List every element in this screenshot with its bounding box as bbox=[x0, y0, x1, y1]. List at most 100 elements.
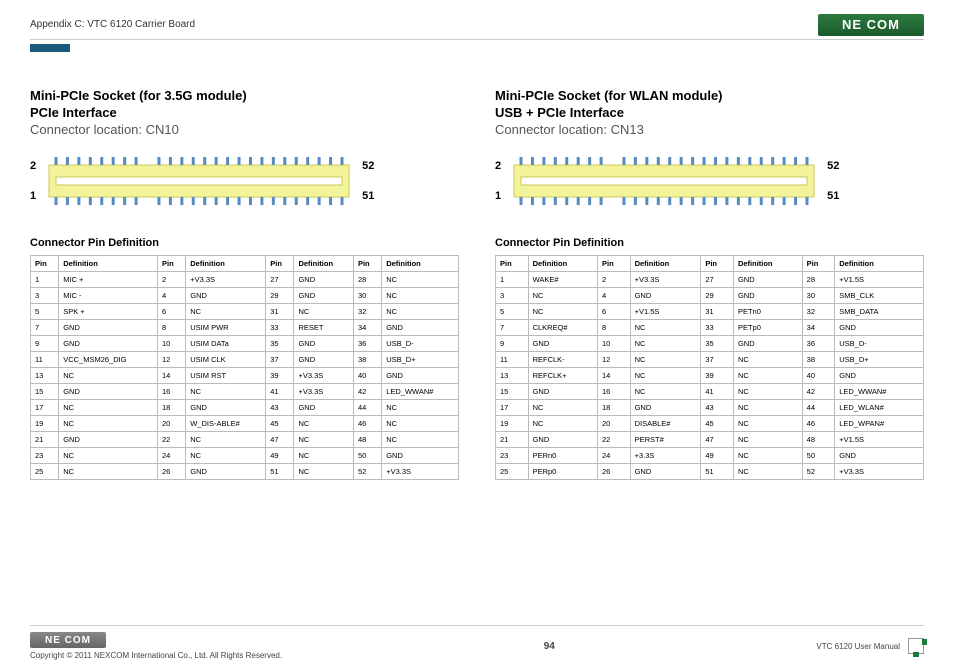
table-cell: PERn0 bbox=[528, 448, 597, 464]
table-row: 1WAKE#2+V3.3S27GND28+V1.5S bbox=[496, 272, 924, 288]
table-header: Definition bbox=[528, 256, 597, 272]
table-header: Pin bbox=[31, 256, 59, 272]
table-cell: 6 bbox=[158, 304, 186, 320]
table-cell: USIM CLK bbox=[186, 352, 266, 368]
table-row: 23PERn024+3.3S49NC50GND bbox=[496, 448, 924, 464]
table-cell: 29 bbox=[266, 288, 294, 304]
table-header: Pin bbox=[701, 256, 734, 272]
table-cell: 42 bbox=[353, 384, 381, 400]
table-cell: 51 bbox=[266, 464, 294, 480]
table-cell: 48 bbox=[802, 432, 835, 448]
table-cell: 1 bbox=[496, 272, 529, 288]
table-cell: MIC - bbox=[59, 288, 158, 304]
connector-location: Connector location: CN10 bbox=[30, 122, 459, 137]
table-cell: 26 bbox=[158, 464, 186, 480]
table-cell: NC bbox=[59, 400, 158, 416]
column-left: Mini-PCIe Socket (for 3.5G module) PCIe … bbox=[30, 88, 459, 480]
table-cell: 39 bbox=[266, 368, 294, 384]
table-cell: 19 bbox=[31, 416, 59, 432]
pin-label: 2 bbox=[30, 160, 36, 172]
table-cell: 32 bbox=[353, 304, 381, 320]
table-cell: 2 bbox=[158, 272, 186, 288]
table-cell: 40 bbox=[802, 368, 835, 384]
table-cell: LED_WLAN# bbox=[835, 400, 924, 416]
table-cell: +V3.3S bbox=[630, 272, 701, 288]
table-cell: NC bbox=[382, 416, 459, 432]
table-cell: +V1.5S bbox=[835, 432, 924, 448]
table-cell: NC bbox=[382, 432, 459, 448]
table-header: Pin bbox=[353, 256, 381, 272]
table-cell: 3 bbox=[496, 288, 529, 304]
table-cell: NC bbox=[528, 304, 597, 320]
table-cell: PERp0 bbox=[528, 464, 597, 480]
content-columns: Mini-PCIe Socket (for 3.5G module) PCIe … bbox=[30, 88, 924, 480]
table-cell: +V1.5S bbox=[835, 272, 924, 288]
table-cell: 35 bbox=[701, 336, 734, 352]
pin-label: 2 bbox=[495, 160, 501, 172]
table-cell: 38 bbox=[353, 352, 381, 368]
table-cell: 8 bbox=[598, 320, 631, 336]
table-cell: NC bbox=[186, 304, 266, 320]
table-cell: 28 bbox=[802, 272, 835, 288]
table-cell: 15 bbox=[496, 384, 529, 400]
section-title: Mini-PCIe Socket (for WLAN module) bbox=[495, 88, 924, 103]
table-cell: 10 bbox=[598, 336, 631, 352]
table-row: 17NC18GND43GND44NC bbox=[31, 400, 459, 416]
table-cell: GND bbox=[630, 464, 701, 480]
table-cell: 40 bbox=[353, 368, 381, 384]
table-header: Definition bbox=[382, 256, 459, 272]
table-cell: PERST# bbox=[630, 432, 701, 448]
table-cell: 13 bbox=[496, 368, 529, 384]
table-row: 25NC26GND51NC52+V3.3S bbox=[31, 464, 459, 480]
table-row: 13REFCLK+14NC39NC40GND bbox=[496, 368, 924, 384]
table-cell: 21 bbox=[31, 432, 59, 448]
table-cell: 29 bbox=[701, 288, 734, 304]
table-cell: USB_D- bbox=[835, 336, 924, 352]
table-cell: 23 bbox=[31, 448, 59, 464]
table-cell: GND bbox=[294, 336, 354, 352]
table-cell: GND bbox=[294, 288, 354, 304]
table-cell: GND bbox=[382, 448, 459, 464]
table-cell: USB_D- bbox=[382, 336, 459, 352]
table-cell: 17 bbox=[496, 400, 529, 416]
table-cell: 18 bbox=[598, 400, 631, 416]
table-cell: 7 bbox=[31, 320, 59, 336]
table-row: 19NC20W_DIS-ABLE#45NC46NC bbox=[31, 416, 459, 432]
table-cell: NC bbox=[733, 432, 802, 448]
table-cell: NC bbox=[294, 416, 354, 432]
table-cell: 43 bbox=[266, 400, 294, 416]
table-title: Connector Pin Definition bbox=[495, 237, 924, 249]
pin-labels-right: 52 51 bbox=[362, 160, 374, 202]
table-cell: NC bbox=[733, 464, 802, 480]
table-row: 5SPK +6NC31NC32NC bbox=[31, 304, 459, 320]
table-cell: NC bbox=[59, 368, 158, 384]
pin-definition-table: PinDefinitionPinDefinitionPinDefinitionP… bbox=[30, 255, 459, 480]
table-cell: GND bbox=[835, 368, 924, 384]
manual-name: VTC 6120 User Manual bbox=[816, 642, 900, 651]
table-cell: SPK + bbox=[59, 304, 158, 320]
table-header: Definition bbox=[835, 256, 924, 272]
table-cell: GND bbox=[59, 320, 158, 336]
table-cell: NC bbox=[59, 416, 158, 432]
table-header: Definition bbox=[630, 256, 701, 272]
table-cell: 33 bbox=[266, 320, 294, 336]
table-cell: NC bbox=[186, 384, 266, 400]
table-cell: GND bbox=[294, 272, 354, 288]
table-cell: 12 bbox=[158, 352, 186, 368]
table-cell: 46 bbox=[353, 416, 381, 432]
connector-svg bbox=[509, 151, 819, 211]
table-cell: 17 bbox=[31, 400, 59, 416]
table-cell: NC bbox=[733, 352, 802, 368]
table-cell: 36 bbox=[802, 336, 835, 352]
table-cell: 20 bbox=[158, 416, 186, 432]
table-cell: 4 bbox=[158, 288, 186, 304]
connector-diagram: 2 1 52 51 bbox=[30, 151, 459, 211]
table-cell: 47 bbox=[701, 432, 734, 448]
table-cell: USIM RST bbox=[186, 368, 266, 384]
section-title: Mini-PCIe Socket (for 3.5G module) bbox=[30, 88, 459, 103]
table-cell: +V3.3S bbox=[294, 368, 354, 384]
pin-labels-left: 2 1 bbox=[495, 160, 501, 202]
table-cell: 18 bbox=[158, 400, 186, 416]
table-cell: CLKREQ# bbox=[528, 320, 597, 336]
footer-right: VTC 6120 User Manual bbox=[816, 638, 924, 654]
